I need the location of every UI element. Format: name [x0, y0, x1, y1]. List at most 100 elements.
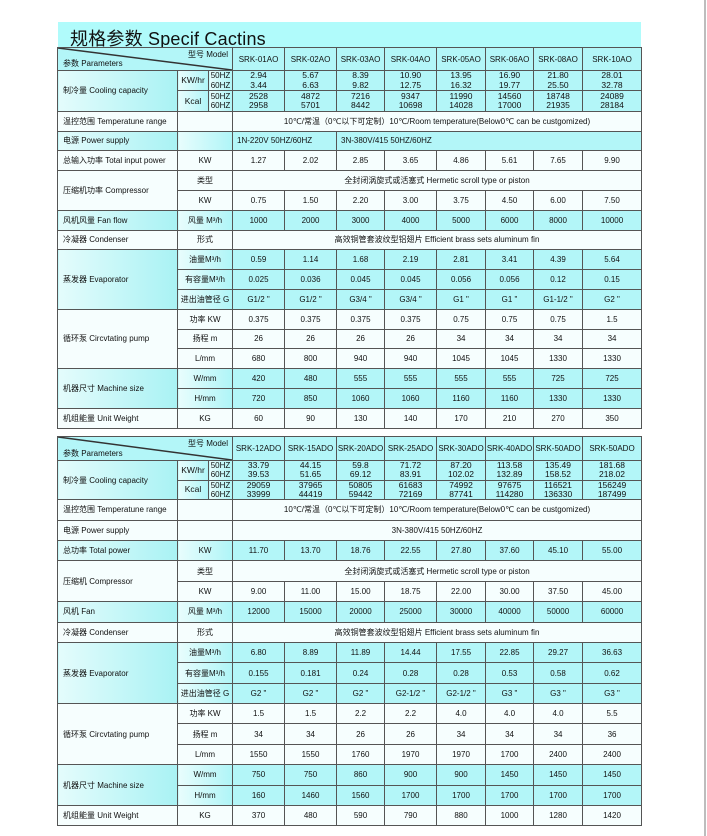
value-cell: 590	[336, 805, 386, 827]
unit-cell	[176, 499, 234, 521]
value-cell: 4.0	[485, 703, 535, 725]
section-label: 温控范围 Temperatune range	[57, 110, 178, 132]
cooling-value: 44419	[284, 489, 338, 500]
diagonal-divider	[58, 48, 232, 70]
value-cell: 0.75	[533, 308, 584, 330]
value-cell: 850	[284, 387, 338, 409]
value-cell: G2 "	[582, 288, 643, 310]
unit-cell: 风量 M³/h	[176, 601, 234, 623]
page-title: 规格参数 Specif Cactins	[70, 29, 266, 49]
value-cell: 27.80	[436, 539, 487, 562]
value-cell: 555	[436, 368, 487, 389]
value-cell: G1 "	[485, 288, 535, 310]
value-cell: 900	[384, 764, 438, 786]
value-cell: 22.00	[436, 580, 487, 603]
value-cell: 4000	[384, 209, 438, 231]
value-cell: 1700	[485, 743, 535, 766]
value-cell: G3/4 "	[384, 288, 438, 310]
cooling-value: 181.68	[582, 460, 643, 471]
value-cell: 1330	[533, 387, 584, 409]
model-header: SRK-04AO	[384, 47, 438, 71]
value-cell: 0.24	[336, 662, 386, 684]
value-cell: 555	[336, 368, 386, 389]
cooling-value: 44.15	[284, 460, 338, 471]
value-cell: 11.70	[232, 539, 286, 562]
value-cell: 1.5	[284, 703, 338, 725]
value-cell: 14.44	[384, 641, 438, 664]
value-cell: 29.27	[533, 641, 584, 664]
value-cell: G2-1/2 "	[384, 682, 438, 705]
spec-row: 压缩机功率 Compressor 类型 全封闭涡旋式或活塞式 Hermetic sc…	[57, 170, 643, 211]
value-cell: 2.02	[284, 150, 338, 172]
value-cell: 720	[232, 387, 286, 409]
value-cell: 60	[232, 407, 286, 429]
value-cell: 750	[284, 764, 338, 786]
value-cell: 1550	[232, 743, 286, 766]
value-cell: 420	[232, 368, 286, 389]
cooling-value: 11990	[436, 90, 487, 102]
value-cell: 50000	[533, 601, 584, 623]
cooling-value: 9347	[384, 90, 438, 102]
value-cell: 6.80	[232, 641, 286, 664]
value-cell: 0.58	[533, 662, 584, 684]
cooling-unit: KW/hr	[177, 460, 209, 481]
value-cell: G1/2 "	[232, 288, 286, 310]
cooling-value: 3.44	[232, 80, 286, 91]
value-cell: 0.056	[485, 269, 535, 290]
merged-value-cell: 3N-380V/415 50HZ/60HZ	[336, 130, 643, 152]
cooling-value: 21.80	[533, 69, 584, 81]
value-cell: 17.55	[436, 641, 487, 664]
value-cell: 210	[485, 407, 535, 429]
value-cell: 30.00	[485, 580, 535, 603]
value-cell: 7.65	[533, 150, 584, 172]
cooling-value: 61683	[384, 479, 438, 490]
value-cell: 480	[284, 805, 338, 827]
section-label: 压缩机功率 Compressor	[57, 170, 178, 211]
section-label: 压缩机 Compressor	[57, 560, 178, 603]
cooling-value: 87741	[436, 489, 487, 500]
value-cell: 4.0	[436, 703, 487, 725]
unit-cell: 油量M³/h	[176, 641, 234, 664]
cooling-capacity-row: 制冷量 Cooling capacity KW/hr 50HZ 33.79 44.15 5…	[57, 459, 643, 501]
cooling-value: 2.94	[232, 69, 286, 81]
value-cell: G2 "	[336, 682, 386, 705]
value-cell: 12000	[232, 601, 286, 623]
cooling-capacity-label: 制冷量 Cooling capacity	[57, 70, 178, 112]
unit-cell: 扬程 m	[176, 723, 234, 745]
unit-cell: W/mm	[176, 368, 234, 389]
value-cell: 55.00	[582, 539, 643, 562]
value-cell: 45.10	[533, 539, 584, 562]
cooling-value: 14028	[436, 101, 487, 112]
spec-row: 风机风量 Fan flow 风量 M³/h 1000 2000 3000 4000 5000…	[57, 209, 643, 231]
cooling-value: 5.67	[284, 69, 338, 81]
value-cell: G2 "	[284, 682, 338, 705]
value-cell: 0.375	[284, 308, 338, 330]
model-header: SRK-01AO	[232, 47, 286, 71]
spec-row: 机组能量 Unit Weight KG 370 480 590 790 880 1000 128…	[57, 805, 643, 827]
spec-row: 压缩机 Compressor 类型 全封闭涡旋式或活塞式 Hermetic scro…	[57, 560, 643, 603]
section-label: 机器尺寸 Machine size	[57, 764, 178, 807]
value-cell: 11.00	[284, 580, 338, 603]
spec-row: 电源 Power supply 3N-380V/415 50HZ/60HZ	[57, 519, 643, 541]
value-cell: 2.2	[336, 703, 386, 725]
section-label: 机器尺寸 Machine size	[57, 368, 178, 409]
value-cell: 1550	[284, 743, 338, 766]
cooling-capacity-row: 制冷量 Cooling capacity KW/hr 50HZ 2.94 5.67 8.3…	[57, 69, 643, 112]
cooling-value: 9.82	[336, 80, 386, 91]
cooling-value: 50805	[336, 479, 386, 490]
value-cell: 0.181	[284, 662, 338, 684]
cooling-value: 28.01	[582, 69, 643, 81]
value-cell: 4.39	[533, 249, 584, 271]
value-cell: 4.86	[436, 150, 487, 172]
cooling-value: 132.89	[485, 470, 535, 481]
value-cell: 3.41	[485, 249, 535, 271]
value-cell: 750	[232, 764, 286, 786]
header-corner-cell: 型号 Model 参数 Parameters	[56, 47, 234, 71]
merged-value-cell: 高效铜管套波纹型铝翅片 Efficient brass sets aluminu…	[232, 621, 643, 643]
value-cell: 10000	[582, 209, 643, 231]
model-label: 型号 Model	[188, 439, 229, 448]
section-label: 风机 Fan	[57, 601, 178, 623]
spec-row: 扬程 m 26 26 26 26 34 34 34 34	[58, 328, 643, 350]
cooling-value: 71.72	[384, 460, 438, 471]
spec-row: H/mm 160 1460 1560 1700 1700 1700 1700 1700	[58, 784, 643, 807]
